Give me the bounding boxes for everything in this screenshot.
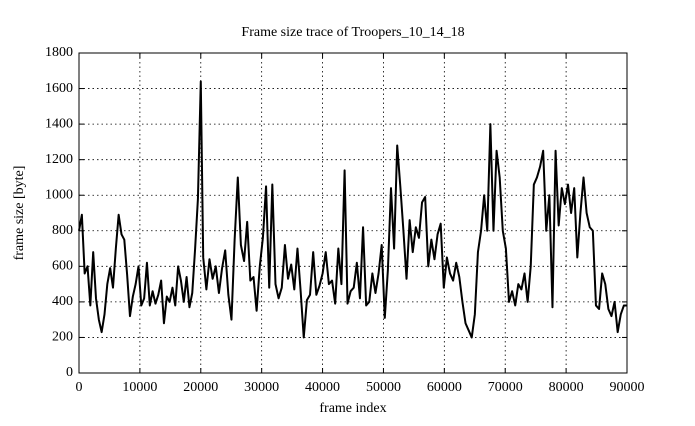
y-tick-label: 1800 — [45, 45, 73, 60]
x-tick-label: 0 — [76, 380, 83, 395]
x-tick-label: 90000 — [610, 380, 645, 395]
x-tick-label: 50000 — [366, 380, 401, 395]
y-tick-label: 1000 — [45, 187, 73, 202]
y-tick-label: 400 — [52, 294, 73, 309]
x-tick-label: 60000 — [427, 380, 462, 395]
x-axis-label: frame index — [319, 401, 386, 416]
x-tick-label: 80000 — [549, 380, 584, 395]
y-tick-label: 1600 — [45, 81, 73, 96]
x-tick-label: 30000 — [244, 380, 279, 395]
x-tick-label: 10000 — [122, 380, 157, 395]
chart-title: Frame size trace of Troopers_10_14_18 — [241, 25, 464, 40]
y-tick-label: 200 — [52, 330, 73, 345]
y-axis-label: frame size [byte] — [12, 166, 27, 261]
y-tick-label: 800 — [52, 223, 73, 238]
x-tick-label: 20000 — [183, 380, 218, 395]
data-line — [78, 80, 627, 339]
y-tick-label: 0 — [66, 365, 73, 380]
y-tick-label: 1200 — [45, 152, 73, 167]
y-tick-label: 600 — [52, 259, 73, 274]
x-tick-label: 70000 — [488, 380, 523, 395]
y-tick-label: 1400 — [45, 116, 73, 131]
x-tick-label: 40000 — [305, 380, 340, 395]
plot-frame — [78, 52, 628, 374]
